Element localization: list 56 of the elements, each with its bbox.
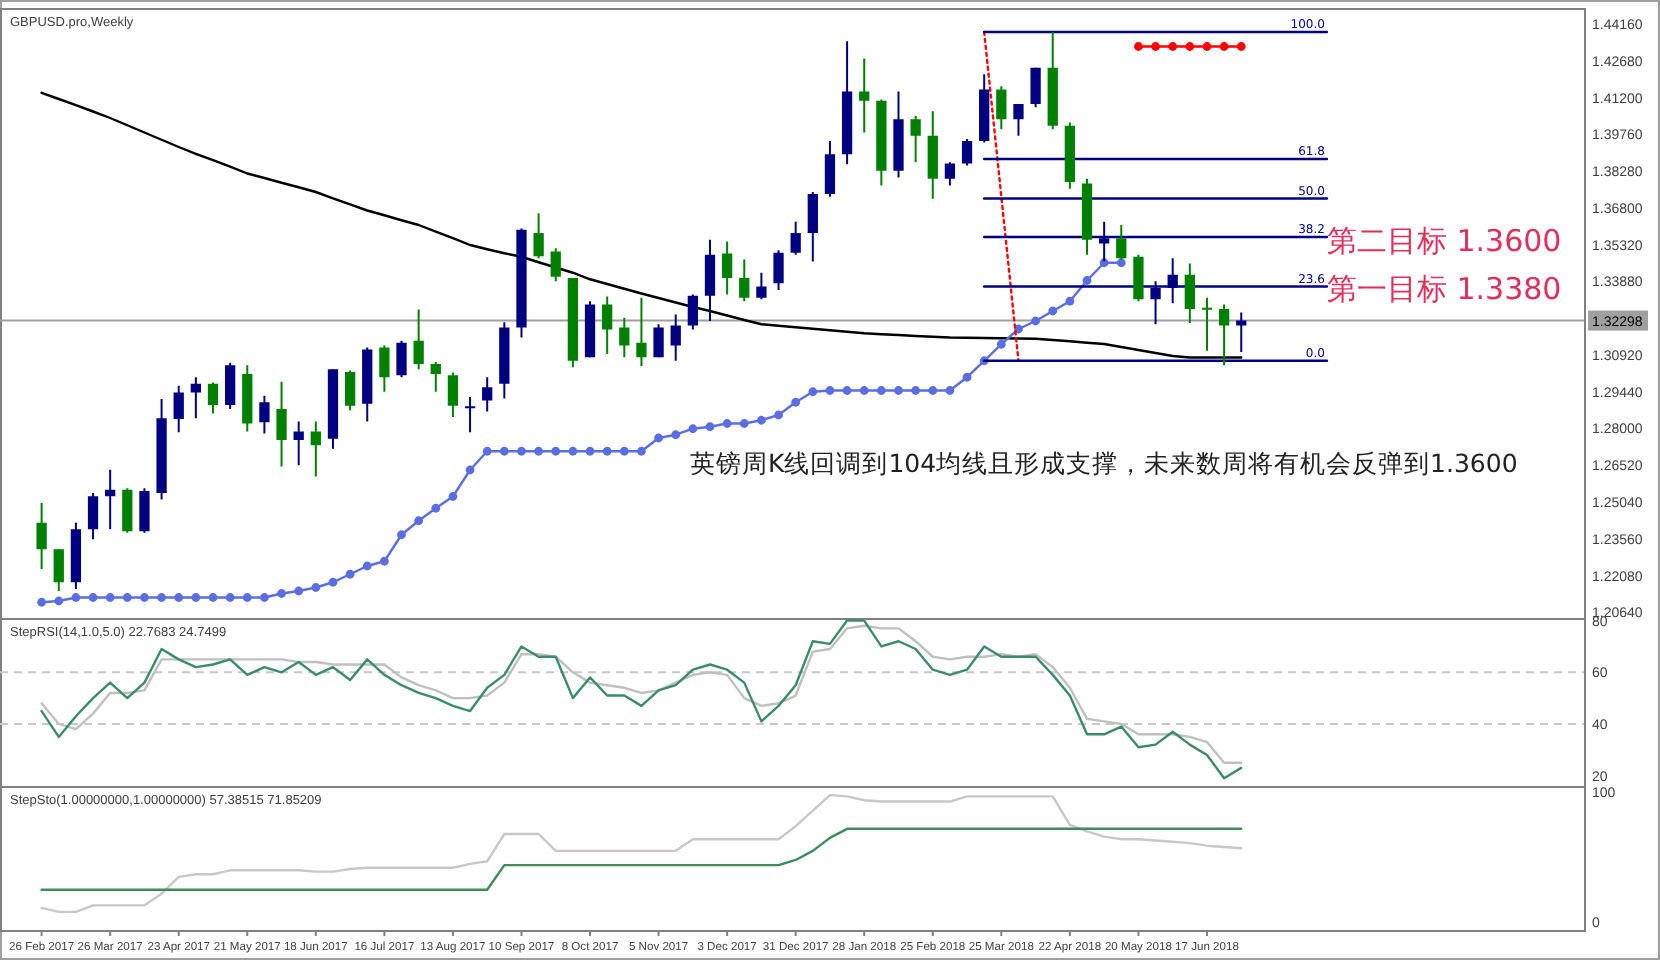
candlestick — [756, 271, 767, 301]
candlestick — [139, 487, 150, 534]
candlestick — [944, 161, 956, 187]
candlestick — [224, 361, 236, 410]
annotation: 英镑周K线回调到104均线且形成支撑，未来数周将有机会反弹到1.3600 — [690, 448, 1518, 478]
candlestick — [790, 220, 801, 256]
candlestick — [447, 371, 459, 418]
candlestick — [482, 376, 493, 413]
candlestick — [927, 110, 938, 200]
candlestick — [276, 380, 287, 468]
candlestick — [619, 316, 630, 359]
candlestick — [396, 339, 407, 379]
candlestick — [1184, 262, 1195, 324]
candlestick — [1201, 296, 1213, 352]
candlestick — [996, 85, 1007, 131]
line-series — [40, 91, 1243, 359]
candlestick — [259, 394, 270, 435]
candlestick — [704, 238, 716, 322]
candlestick — [122, 487, 133, 534]
annotation: 第一目标 1.3380 — [1326, 270, 1562, 307]
candlestick — [1133, 253, 1144, 303]
candlestick — [1236, 311, 1247, 353]
candlestick — [36, 502, 47, 570]
candlestick — [961, 138, 973, 167]
candlestick — [721, 240, 733, 296]
candlestick — [602, 295, 613, 355]
annotation: 第二目标 1.3600 — [1326, 223, 1562, 259]
candlestick — [670, 313, 681, 362]
candlestick — [310, 420, 321, 478]
candlestick — [533, 212, 544, 260]
candlestick — [173, 384, 184, 434]
candlestick — [824, 140, 836, 198]
candlestick — [739, 258, 750, 303]
candlestick — [910, 115, 921, 164]
candlestick — [653, 323, 664, 359]
candlestick — [344, 369, 356, 412]
candlestick — [636, 296, 647, 367]
candlestick — [207, 381, 219, 415]
candlestick — [1218, 303, 1230, 367]
candlestick — [550, 247, 561, 283]
candlestick — [1030, 66, 1041, 109]
line-series — [40, 827, 1243, 891]
candlestick — [53, 548, 64, 592]
candlestick — [430, 361, 441, 393]
candlestick — [1013, 103, 1024, 137]
candlestick — [859, 57, 870, 134]
candlestick — [773, 249, 784, 291]
candlestick — [413, 308, 424, 371]
candlestick — [105, 468, 116, 531]
candlestick — [190, 376, 201, 420]
candlestick — [293, 420, 304, 467]
candlestick — [87, 492, 99, 541]
candlestick — [379, 344, 390, 393]
candlestick — [807, 191, 818, 263]
candlestick — [464, 396, 476, 434]
candlestick — [687, 293, 698, 331]
